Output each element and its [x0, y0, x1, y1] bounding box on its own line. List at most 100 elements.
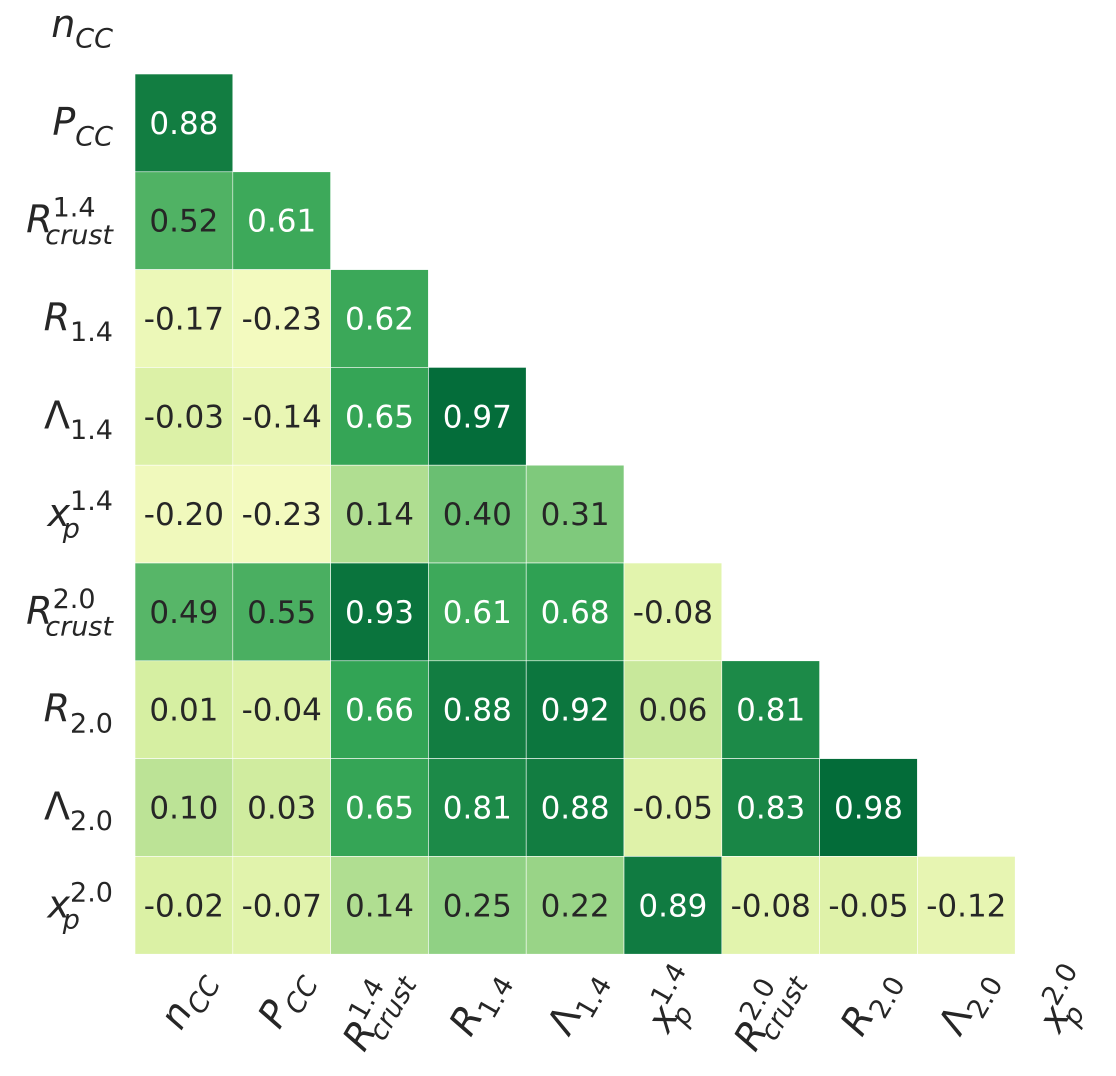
heatmap-cell	[721, 758, 820, 857]
cell-value-label: 0.31	[541, 497, 610, 533]
heatmap-cell	[819, 758, 918, 857]
cell-value-label: -0.23	[242, 497, 322, 533]
heatmap-cell	[330, 758, 429, 857]
heatmap-cell	[330, 464, 429, 564]
x-tick-label-r-20: R2.0	[832, 961, 912, 1047]
cell-value-label: -0.04	[242, 693, 322, 729]
cell-value-label: -0.02	[144, 888, 224, 924]
cell-value-label: 0.89	[638, 888, 707, 924]
cell-value-label: 0.92	[541, 693, 610, 729]
heatmap-cell	[721, 856, 820, 955]
cell-value-label: -0.20	[144, 497, 224, 533]
cell-value-label: -0.14	[242, 399, 322, 435]
cell-value-label: 0.10	[149, 791, 218, 827]
heatmap-cell	[330, 562, 429, 662]
heatmap-cell	[330, 269, 429, 368]
heatmap-cell	[232, 856, 331, 955]
heatmap-cell	[134, 758, 234, 857]
y-axis-tick-labels: nCC PCC R1.4 crust R1.4 Λ1.4 x1.4 p R2.0 crust R2.…	[26, 2, 114, 936]
heatmap-cell	[232, 269, 331, 368]
x-tick-label-r-crust-14: R1.4crust	[329, 957, 424, 1063]
heatmap-cell	[525, 856, 625, 955]
cell-value-label: 0.62	[345, 302, 414, 338]
heatmap-cell	[134, 856, 234, 955]
cell-value-label: 0.03	[247, 791, 316, 827]
heatmap-cell	[232, 562, 331, 662]
cell-value-label: 0.68	[541, 595, 610, 631]
cell-value-label: 0.65	[345, 399, 414, 435]
cell-value-label: 0.88	[541, 791, 610, 827]
x-tick-label-n-cc: nCC	[151, 960, 228, 1040]
cell-value-label: -0.17	[144, 302, 224, 338]
heatmap-cell	[525, 464, 625, 564]
x-tick-label-lambda-20: Λ2.0	[930, 961, 1010, 1047]
heatmap-cell	[330, 856, 429, 955]
cell-value-label: -0.08	[731, 888, 811, 924]
y-tick-label-r-14: R1.4	[44, 296, 113, 349]
x-tick-label-x-p-14: x1.4p	[633, 958, 717, 1045]
heatmap-cell	[134, 73, 234, 173]
cell-value-label: -0.12	[926, 888, 1006, 924]
y-tick-label-x-p-20: x2.0 p	[47, 877, 113, 935]
cell-value-label: 0.52	[149, 204, 218, 240]
cell-value-label: -0.03	[144, 399, 224, 435]
x-tick-label-lambda-14: Λ1.4	[538, 961, 618, 1047]
heatmap-cell	[917, 856, 1016, 955]
y-tick-label-r-crust-14: R1.4 crust	[26, 193, 114, 251]
heatmap-cell	[232, 171, 331, 270]
y-tick-label-n-cc: nCC	[51, 2, 113, 55]
cell-value-label: 0.98	[834, 791, 903, 827]
y-tick-label-lambda-20: Λ2.0	[44, 785, 113, 838]
heatmap-cell	[134, 367, 234, 466]
y-tick-label-r-crust-20: R2.0 crust	[26, 584, 114, 642]
heatmap-cell	[819, 856, 918, 955]
x-tick-label-r-crust-20: R2.0crust	[721, 957, 816, 1063]
heatmap-cell	[428, 464, 527, 564]
cell-value-label: 0.61	[443, 595, 512, 631]
cell-value-label: 0.61	[247, 204, 316, 240]
x-tick-label-p-cc: PCC	[249, 960, 325, 1039]
y-tick-label-r-20: R2.0	[44, 687, 113, 740]
y-tick-label-p-cc: PCC	[52, 100, 113, 153]
cell-value-label: 0.93	[345, 595, 414, 631]
cell-value-label: 0.14	[345, 888, 414, 924]
heatmap-cell	[232, 660, 331, 759]
cell-value-label: 0.06	[638, 693, 707, 729]
heatmap-cell	[623, 758, 723, 857]
heatmap-cell	[525, 660, 625, 759]
heatmap-cell	[134, 269, 234, 368]
heatmap-cell	[428, 856, 527, 955]
cell-value-label: 0.49	[149, 595, 218, 631]
cell-value-label: 0.40	[443, 497, 512, 533]
heatmap-cell	[134, 660, 234, 759]
cell-value-label: -0.07	[242, 888, 322, 924]
heatmap-cell	[232, 464, 331, 564]
cell-value-label: -0.05	[633, 791, 713, 827]
cell-value-label: 0.66	[345, 693, 414, 729]
cell-value-label: 0.14	[345, 497, 414, 533]
cell-value-label: 0.65	[345, 791, 414, 827]
cell-value-label: 0.88	[443, 693, 512, 729]
cell-value-label: 0.88	[149, 106, 218, 142]
cell-value-label: 0.81	[443, 791, 512, 827]
heatmap-cell	[623, 562, 723, 662]
cell-value-label: 0.22	[541, 888, 610, 924]
heatmap-cell	[525, 562, 625, 662]
cell-value-label: -0.05	[828, 888, 908, 924]
heatmap-cells: 0.88 0.52 0.61 -0.17 -0.23 0.62 -0.03 -0.14 0.65…	[134, 73, 1016, 955]
cell-value-label: 0.55	[247, 595, 316, 631]
heatmap-cell	[428, 660, 527, 759]
heatmap-cell	[721, 660, 820, 759]
x-tick-label-x-p-20: x2.0p	[1024, 958, 1108, 1045]
cell-value-label: 0.81	[736, 693, 805, 729]
heatmap-cell	[232, 367, 331, 466]
heatmap-cell	[428, 367, 527, 466]
heatmap-cell	[623, 660, 723, 759]
cell-value-label: -0.08	[633, 595, 713, 631]
y-tick-label-lambda-14: Λ1.4	[44, 393, 113, 446]
x-tick-label-r-14: R1.4	[440, 961, 520, 1047]
cell-value-label: 0.83	[736, 791, 805, 827]
heatmap-cell	[623, 856, 723, 955]
